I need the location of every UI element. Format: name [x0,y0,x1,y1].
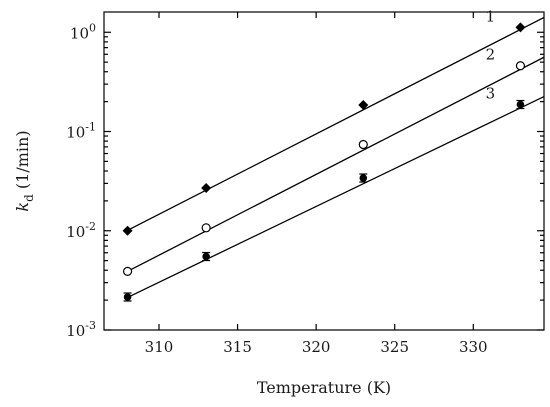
data-points [122,22,526,302]
point-series-1-0 [122,225,133,236]
y-tick-exponent: -2 [85,220,96,233]
series-labels: 1 2 3 [486,7,496,102]
x-tick-label-315: 315 [223,338,252,356]
y-tick-base: 10 [66,322,85,340]
point-series-1-2 [358,99,369,110]
fit-line-series-1 [127,16,545,231]
fit-line-series-3 [127,95,545,298]
y-tick-exponent: -1 [85,121,96,134]
y-axis-title-subscript: d [22,194,36,202]
point-series-2-0 [122,266,133,276]
point-series-3-2 [359,174,368,182]
y-tick-base: 10 [70,24,89,42]
y-axis-title: kd (1/min) [13,130,36,211]
point-series-2-3 [515,61,526,71]
x-tick-label-325: 325 [380,338,409,356]
y-tick-base: 10 [66,124,85,142]
point-series-3-3 [516,100,525,109]
x-tick-label-310: 310 [145,338,174,356]
y-tick-label-0: 10-3 [66,319,96,340]
point-series-2-1 [201,223,211,233]
point-series-3-0 [123,293,132,301]
fit-line-series-2 [127,56,545,272]
series-label-3: 3 [486,85,496,103]
y-tick-exponent: -3 [85,319,96,332]
y-axis-title-k: k [13,202,32,212]
fit-lines [127,16,545,298]
series-label-2: 2 [486,46,496,64]
x-tick-label-320: 320 [302,338,331,356]
y-tick-label-2: 10-1 [66,121,96,142]
y-axis-title-unit: (1/min) [13,130,32,194]
point-series-3-1 [202,252,210,261]
y-tick-label-3: 100 [70,21,96,42]
y-tick-label-1: 10-2 [66,220,96,241]
point-series-1-1 [201,182,212,193]
x-axis: 310 315 320 325 330 [145,12,488,356]
series-label-1: 1 [486,7,496,25]
x-axis-title: Temperature (K) [257,378,391,397]
x-tick-label-330: 330 [459,338,488,356]
y-tick-exponent: 0 [89,21,96,34]
y-tick-base: 10 [66,223,85,241]
point-series-1-3 [515,22,526,33]
point-series-2-2 [358,139,368,150]
